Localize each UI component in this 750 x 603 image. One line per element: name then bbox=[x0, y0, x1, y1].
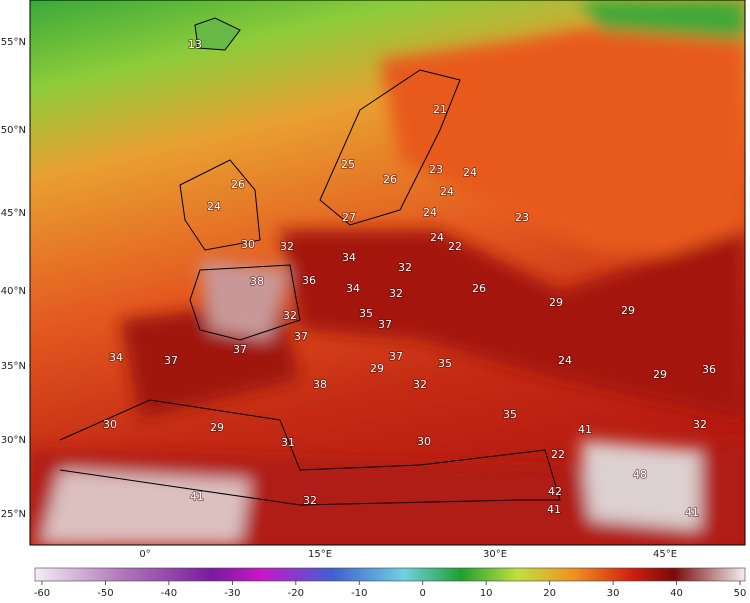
latitude-label: 25°N bbox=[1, 509, 26, 520]
temperature-label: 23 bbox=[429, 163, 443, 176]
temperature-label: 31 bbox=[281, 436, 295, 449]
temperature-label: 29 bbox=[370, 362, 384, 375]
temperature-label: 32 bbox=[389, 287, 403, 300]
temperature-label: 37 bbox=[233, 343, 247, 356]
temperature-label: 32 bbox=[303, 494, 317, 507]
temperature-label: 37 bbox=[294, 330, 308, 343]
temperature-label: 37 bbox=[164, 354, 178, 367]
temperature-label: 29 bbox=[549, 296, 563, 309]
temperature-label: 24 bbox=[558, 354, 572, 367]
temperature-label: 30 bbox=[241, 238, 255, 251]
temperature-label: 37 bbox=[378, 318, 392, 331]
temperature-label: 24 bbox=[430, 231, 444, 244]
colorbar-tick-label: 20 bbox=[543, 588, 556, 599]
longitude-label: 15°E bbox=[308, 549, 332, 560]
temperature-label: 38 bbox=[250, 275, 264, 288]
colorbar-tick-label: 50 bbox=[734, 588, 747, 599]
temperature-label: 34 bbox=[346, 282, 360, 295]
map-frame bbox=[29, 0, 746, 546]
longitude-label: 0° bbox=[139, 549, 150, 560]
temperature-label: 32 bbox=[693, 418, 707, 431]
coastline bbox=[319, 69, 461, 226]
temperature-label: 22 bbox=[448, 240, 462, 253]
temperature-label: 24 bbox=[207, 200, 221, 213]
temperature-label: 26 bbox=[383, 173, 397, 186]
temperature-label: 30 bbox=[103, 418, 117, 431]
temperature-label: 37 bbox=[389, 350, 403, 363]
colorbar-tick-label: -40 bbox=[161, 588, 177, 599]
temperature-label: 35 bbox=[503, 408, 517, 421]
temperature-label: 30 bbox=[417, 435, 431, 448]
temperature-label: 38 bbox=[313, 378, 327, 391]
coastline bbox=[189, 264, 301, 341]
land-shading bbox=[30, 0, 745, 545]
latitude-label: 30°N bbox=[1, 435, 26, 446]
latitude-label: 35°N bbox=[1, 361, 26, 372]
longitude-label: 45°E bbox=[653, 549, 677, 560]
temperature-label: 13 bbox=[188, 38, 202, 51]
longitude-label: 30°E bbox=[483, 549, 507, 560]
latitude-label: 40°N bbox=[1, 286, 26, 297]
latitude-label: 45°N bbox=[1, 208, 26, 219]
latitude-label: 50°N bbox=[1, 125, 26, 136]
temperature-label: 26 bbox=[231, 178, 245, 191]
coastline bbox=[194, 17, 241, 51]
temperature-label: 34 bbox=[109, 351, 123, 364]
coastline bbox=[179, 159, 261, 251]
temperature-label: 23 bbox=[515, 211, 529, 224]
temperature-label: 29 bbox=[210, 421, 224, 434]
temperature-label: 41 bbox=[685, 506, 699, 519]
temperature-label: 48 bbox=[633, 468, 647, 481]
longitude-labels: 0° 15°E 30°E 45°E bbox=[139, 549, 677, 560]
latitude-labels: 55°N 50°N 45°N 40°N 35°N 30°N 25°N bbox=[1, 37, 26, 520]
temperature-label: 34 bbox=[342, 251, 356, 264]
colorbar-tick-label: -10 bbox=[351, 588, 367, 599]
temperature-label: 24 bbox=[463, 166, 477, 179]
colorbar-tick-label: -50 bbox=[97, 588, 113, 599]
colorbar-tick-label: 10 bbox=[480, 588, 493, 599]
temperature-label: 41 bbox=[547, 503, 561, 516]
temperature-label: 29 bbox=[653, 368, 667, 381]
temperature-label: 36 bbox=[702, 363, 716, 376]
temperature-label: 42 bbox=[548, 485, 562, 498]
colorbar-tick-label: -20 bbox=[288, 588, 304, 599]
temperature-label: 24 bbox=[440, 185, 454, 198]
colorbar bbox=[34, 567, 746, 582]
temperature-label: 32 bbox=[413, 378, 427, 391]
temperature-label: 24 bbox=[423, 206, 437, 219]
map-area bbox=[30, 0, 745, 545]
temperature-label: 32 bbox=[280, 240, 294, 253]
temperature-label: 35 bbox=[359, 307, 373, 320]
temperature-label: 26 bbox=[472, 282, 486, 295]
colorbar-tick-label: 30 bbox=[607, 588, 620, 599]
colorbar-ticks: -60 -50 -40 -30 -20 -10 0 10 20 30 40 50 bbox=[34, 581, 747, 599]
temperature-label: 22 bbox=[551, 448, 565, 461]
temperature-label: 25 bbox=[341, 158, 355, 171]
latitude-label: 55°N bbox=[1, 37, 26, 48]
temperature-label: 35 bbox=[438, 357, 452, 370]
temperature-label: 21 bbox=[433, 103, 447, 116]
colorbar-tick-label: 40 bbox=[670, 588, 683, 599]
colorbar-tick-label: -30 bbox=[224, 588, 240, 599]
temperature-label: 32 bbox=[398, 261, 412, 274]
temperature-label: 41 bbox=[578, 423, 592, 436]
temperature-label: 27 bbox=[342, 211, 356, 224]
coastline bbox=[59, 399, 561, 506]
temperature-label: 36 bbox=[302, 274, 316, 287]
colorbar-tick-label: 0 bbox=[420, 588, 426, 599]
temperature-label: 41 bbox=[190, 490, 204, 503]
colorbar-tick-label: -60 bbox=[34, 588, 50, 599]
temperature-label: 29 bbox=[621, 304, 635, 317]
temperature-label: 32 bbox=[283, 309, 297, 322]
